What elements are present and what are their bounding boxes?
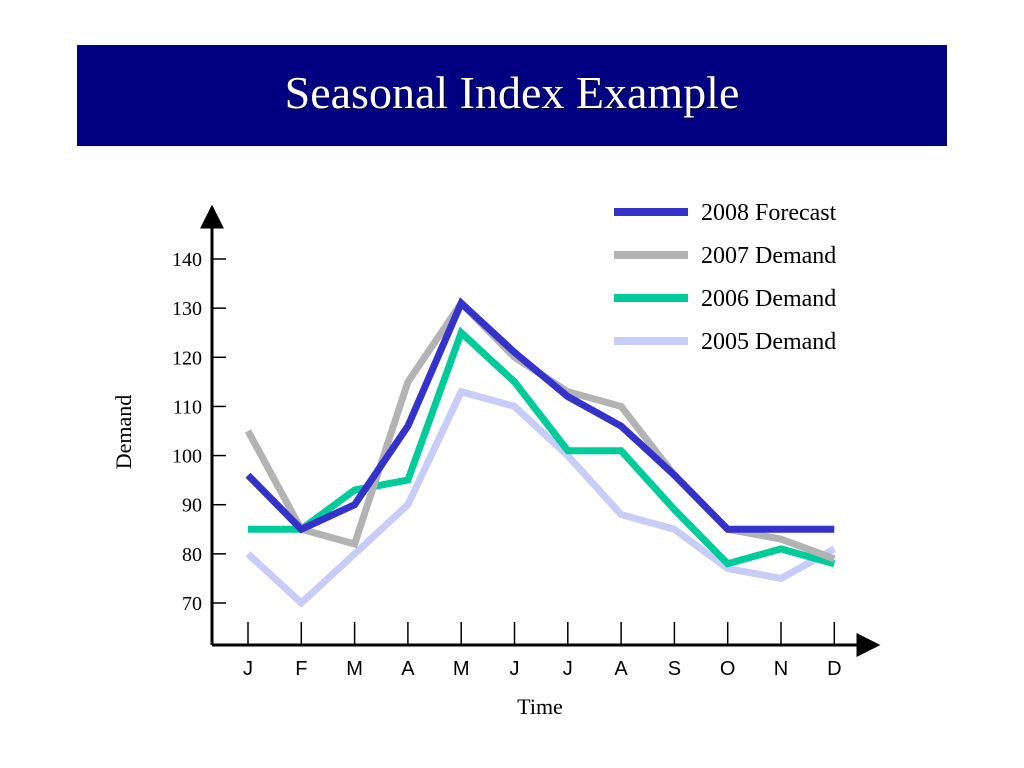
x-tick-label: J (563, 658, 573, 680)
x-tick-label: O (720, 658, 736, 680)
y-tick-label: 80 (182, 544, 202, 566)
legend-label: 2007 Demand (701, 243, 836, 269)
y-tick-label: 100 (172, 446, 202, 468)
x-tick-label: M (346, 658, 363, 680)
series-line-2005-demand (245, 387, 836, 608)
x-tick-label: D (827, 658, 841, 680)
x-tick-label: M (453, 658, 470, 680)
legend-label: 2006 Demand (701, 286, 836, 312)
legend-label: 2005 Demand (701, 329, 836, 355)
x-tick-label: J (510, 658, 520, 680)
x-tick-label: N (774, 658, 788, 680)
series-line-2008-forecast (245, 297, 835, 534)
x-axis-label: Time (517, 694, 563, 719)
x-tick-label: A (614, 658, 628, 680)
legend-label: 2008 Forecast (701, 200, 837, 226)
series-line-2006-demand (248, 326, 836, 568)
y-tick-label: 140 (172, 249, 202, 271)
chart-title: Seasonal Index Example (284, 67, 740, 118)
title-bar: Seasonal Index Example (77, 45, 947, 146)
y-tick-label: 90 (182, 495, 202, 517)
y-tick-label: 70 (182, 593, 202, 615)
x-tick-label: S (668, 658, 681, 680)
x-tick-label: J (243, 658, 253, 680)
y-tick-label: 120 (172, 347, 202, 369)
x-tick-label: F (295, 658, 307, 680)
y-axis-label: Demand (111, 395, 136, 470)
x-tick-label: A (401, 658, 415, 680)
y-tick-label: 110 (173, 396, 202, 418)
y-tick-label: 130 (172, 298, 202, 320)
